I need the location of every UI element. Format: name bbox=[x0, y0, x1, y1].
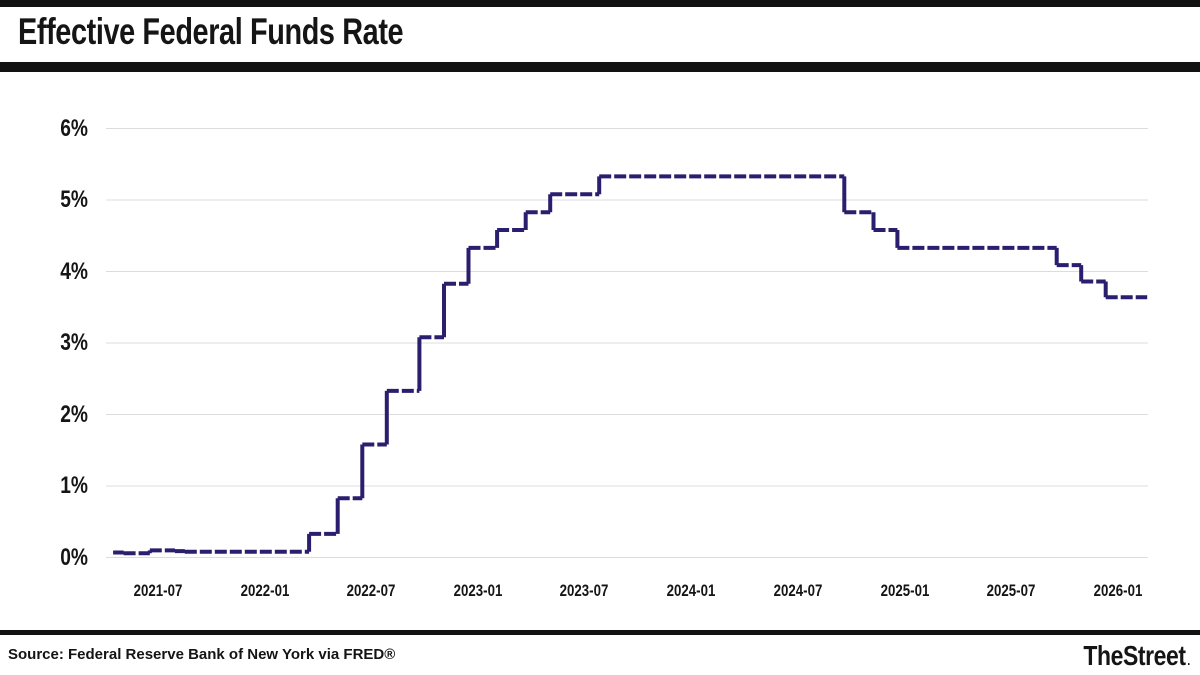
thestreet-logo-dot: . bbox=[1187, 653, 1190, 668]
source-text: Source: Federal Reserve Bank of New York… bbox=[8, 646, 396, 663]
top-bar bbox=[0, 0, 1200, 7]
chart-title: Effective Federal Funds Rate bbox=[18, 11, 404, 52]
x-axis-label: 2024-07 bbox=[773, 581, 822, 600]
title-divider bbox=[0, 62, 1200, 72]
footer-divider bbox=[0, 630, 1200, 635]
x-axis-label: 2026-01 bbox=[1093, 581, 1143, 600]
y-axis-label: 4% bbox=[60, 257, 88, 285]
x-axis-label: 2025-01 bbox=[880, 581, 930, 600]
x-axis-label: 2024-01 bbox=[667, 581, 716, 600]
y-axis-label: 6% bbox=[60, 114, 88, 142]
x-axis-label: 2022-07 bbox=[346, 581, 396, 600]
x-axis-label: 2023-07 bbox=[559, 581, 609, 600]
rate-line-vertical-segments bbox=[121, 176, 1108, 554]
rate-line-horizontal-segments bbox=[113, 174, 1148, 556]
thestreet-logo: TheStreet. bbox=[1083, 640, 1191, 675]
y-axis-label: 2% bbox=[60, 400, 88, 428]
x-axis-label: 2021-07 bbox=[133, 581, 183, 600]
x-axis-label: 2025-07 bbox=[986, 581, 1035, 600]
x-axis-label: 2023-01 bbox=[454, 581, 503, 600]
y-axis-label: 3% bbox=[60, 329, 88, 356]
thestreet-logo-text: TheStreet bbox=[1083, 640, 1187, 671]
y-axis-label: 5% bbox=[60, 186, 88, 213]
y-axis-label: 0% bbox=[60, 543, 88, 571]
y-axis-label: 1% bbox=[60, 472, 88, 499]
x-axis-label: 2022-01 bbox=[241, 581, 290, 600]
